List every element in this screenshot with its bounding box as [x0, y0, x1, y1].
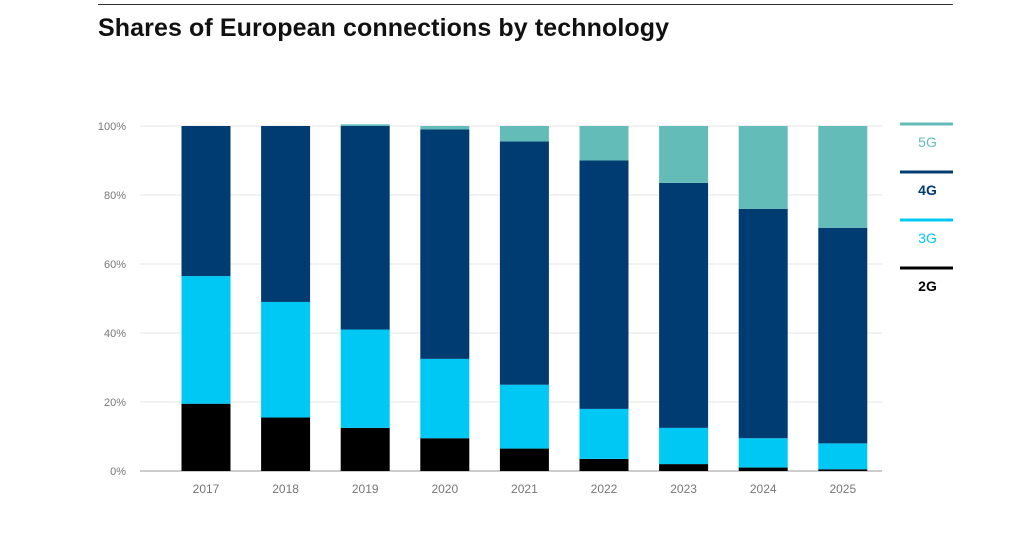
bar-3g-2017 [181, 276, 231, 404]
chart-title: Shares of European connections by techno… [98, 14, 670, 42]
bar-4g-2021 [499, 141, 549, 385]
bar-2g-2017 [181, 403, 231, 471]
legend-swatch-3g [900, 218, 953, 222]
bar-4g-2020 [420, 129, 470, 359]
x-tick-label: 2018 [272, 482, 299, 496]
legend-label-2g: 2G [918, 278, 937, 294]
bar-4g-2017 [181, 126, 231, 277]
legend-label-4g: 4G [918, 182, 937, 198]
y-tick-label: 80% [104, 190, 126, 202]
bar-4g-2023 [659, 182, 709, 428]
bar-5g-2024 [738, 126, 788, 209]
bar-3g-2025 [818, 443, 868, 470]
bar-2g-2025 [818, 469, 868, 471]
y-tick-label: 40% [104, 328, 126, 340]
x-tick-label: 2022 [591, 482, 618, 496]
bar-2g-2019 [340, 427, 390, 471]
x-tick-label: 2019 [352, 482, 379, 496]
bar-4g-2018 [261, 126, 311, 302]
bar-3g-2021 [499, 384, 549, 449]
bar-2g-2022 [579, 458, 629, 471]
legend-label-3g: 3G [918, 230, 937, 246]
x-tick-label: 2017 [193, 482, 220, 496]
bar-5g-2019 [340, 124, 390, 126]
bar-4g-2022 [579, 160, 629, 409]
x-tick-label: 2020 [431, 482, 458, 496]
bar-3g-2022 [579, 408, 629, 459]
bar-5g-2020 [420, 126, 470, 130]
x-tick-label: 2025 [829, 482, 856, 496]
bar-3g-2023 [659, 427, 709, 465]
bar-4g-2024 [738, 208, 788, 439]
title-rule [98, 4, 953, 5]
bar-2g-2018 [261, 417, 311, 471]
bar-2g-2024 [738, 467, 788, 471]
bar-2g-2021 [499, 448, 549, 471]
bar-5g-2021 [499, 126, 549, 142]
bar-3g-2024 [738, 438, 788, 468]
legend-swatch-2g [900, 266, 953, 270]
y-tick-label: 0% [110, 466, 126, 478]
bar-4g-2019 [340, 126, 390, 330]
x-tick-label: 2021 [511, 482, 538, 496]
y-tick-label: 60% [104, 259, 126, 271]
y-tick-label: 20% [104, 397, 126, 409]
x-tick-label: 2023 [670, 482, 697, 496]
bar-5g-2023 [659, 126, 709, 183]
bar-3g-2019 [340, 329, 390, 428]
legend-swatch-4g [900, 170, 953, 174]
bar-2g-2020 [420, 438, 470, 471]
bar-2g-2023 [659, 464, 709, 471]
bar-3g-2018 [261, 301, 311, 418]
bar-3g-2020 [420, 358, 470, 439]
y-tick-label: 100% [98, 121, 126, 133]
bar-5g-2022 [579, 126, 629, 161]
legend-label-5g: 5G [918, 134, 937, 150]
legend-swatch-5g [900, 122, 953, 126]
x-tick-label: 2024 [750, 482, 777, 496]
bar-4g-2025 [818, 227, 868, 444]
bar-5g-2025 [818, 126, 868, 228]
